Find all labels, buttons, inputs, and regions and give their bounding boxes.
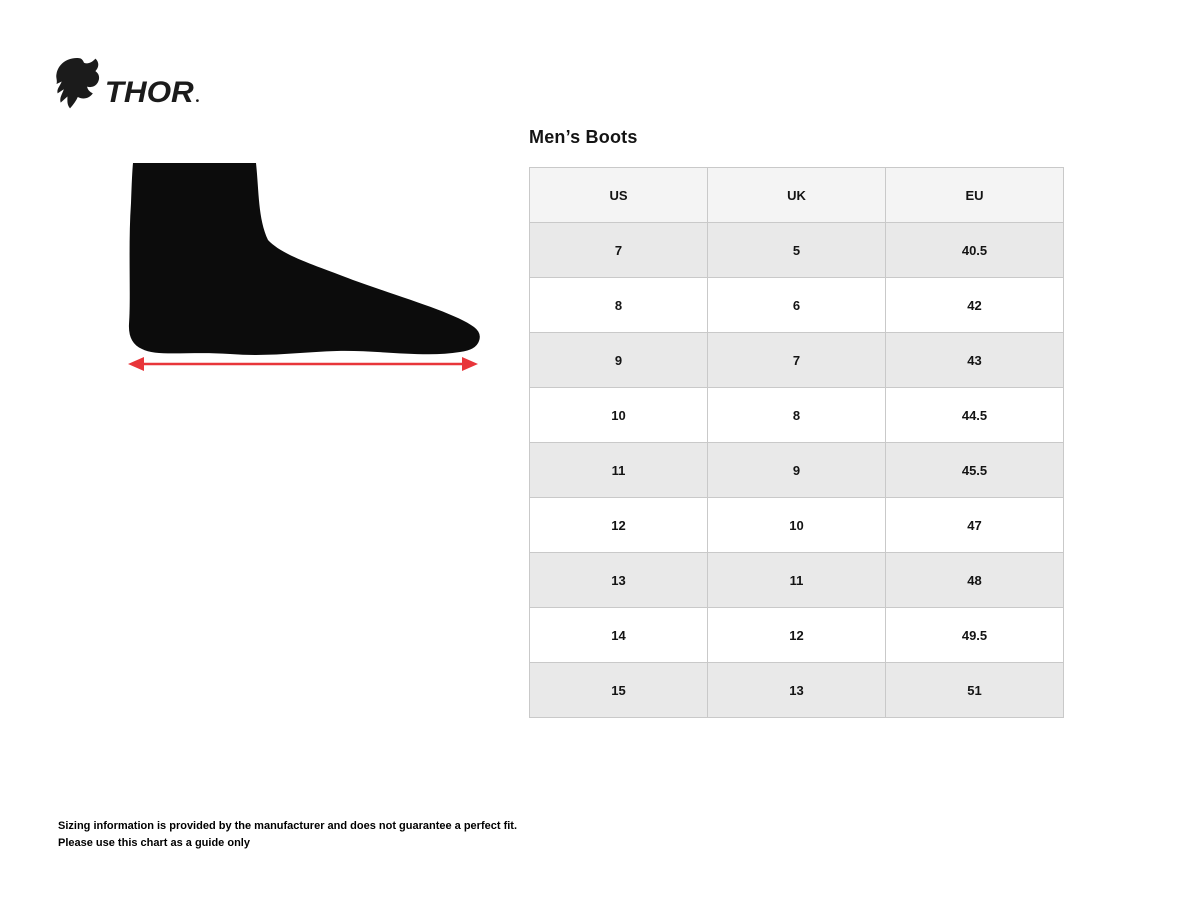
size-cell: 12 (529, 497, 708, 553)
foot-length-diagram (125, 161, 481, 373)
table-row: 7 5 40.5 (529, 222, 1064, 278)
size-cell: 14 (529, 607, 708, 663)
table-row: 12 10 47 (529, 497, 1064, 553)
size-cell: 45.5 (885, 442, 1064, 498)
size-cell: 6 (707, 277, 886, 333)
table-row: 13 11 48 (529, 552, 1064, 608)
thor-wordmark: THOR (105, 76, 194, 109)
column-header-uk: UK (707, 167, 886, 223)
table-row: 8 6 42 (529, 277, 1064, 333)
size-cell: 11 (529, 442, 708, 498)
size-cell: 12 (707, 607, 886, 663)
size-cell: 40.5 (885, 222, 1064, 278)
ram-head-icon (56, 58, 100, 109)
footnote-line-1: Sizing information is provided by the ma… (58, 820, 518, 832)
size-table-body: 7 5 40.5 8 6 42 9 7 43 10 8 44.5 11 9 45.5 12 10 47 13 11 48… (529, 222, 1064, 718)
size-cell: 8 (529, 277, 708, 333)
size-cell: 13 (529, 552, 708, 608)
size-cell: 43 (885, 332, 1064, 388)
foot-measure-graphic (128, 163, 480, 371)
size-table-head: US UK EU (529, 167, 1064, 223)
table-row: 9 7 43 (529, 332, 1064, 388)
size-cell: 8 (707, 387, 886, 443)
size-cell: 7 (707, 332, 886, 388)
size-table: US UK EU 7 5 40.5 8 6 42 9 7 43 10 8 44.5 11 9 45.5 12 10 4… (529, 167, 1064, 718)
column-header-eu: EU (885, 167, 1064, 223)
size-cell: 48 (885, 552, 1064, 608)
footnote: Sizing information is provided by the ma… (58, 818, 517, 851)
size-cell: 5 (707, 222, 886, 278)
size-cell: 49.5 (885, 607, 1064, 663)
table-header-row: US UK EU (529, 167, 1064, 223)
table-row: 11 9 45.5 (529, 442, 1064, 498)
size-cell: 11 (707, 552, 886, 608)
size-cell: 10 (529, 387, 708, 443)
size-cell: 13 (707, 662, 886, 718)
size-cell: 42 (885, 277, 1064, 333)
size-cell: 15 (529, 662, 708, 718)
size-cell: 7 (529, 222, 708, 278)
trademark-dot (196, 99, 199, 102)
size-cell: 44.5 (885, 387, 1064, 443)
size-cell: 9 (707, 442, 886, 498)
foot-silhouette (128, 163, 480, 355)
table-row: 14 12 49.5 (529, 607, 1064, 663)
length-measure-arrow-icon (128, 357, 478, 371)
thor-logo: THOR (55, 57, 200, 109)
column-header-us: US (529, 167, 708, 223)
size-cell: 10 (707, 497, 886, 553)
table-row: 10 8 44.5 (529, 387, 1064, 443)
thor-logo-graphic: THOR (56, 58, 199, 109)
size-cell: 47 (885, 497, 1064, 553)
page-title: Men’s Boots (529, 127, 638, 147)
footnote-line-2: Please use this chart as a guide only (58, 836, 250, 849)
size-cell: 9 (529, 332, 708, 388)
table-row: 15 13 51 (529, 662, 1064, 718)
size-cell: 51 (885, 662, 1064, 718)
